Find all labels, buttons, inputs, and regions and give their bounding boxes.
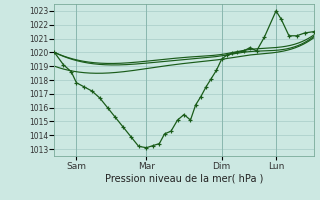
X-axis label: Pression niveau de la mer( hPa ): Pression niveau de la mer( hPa ) (105, 173, 263, 183)
